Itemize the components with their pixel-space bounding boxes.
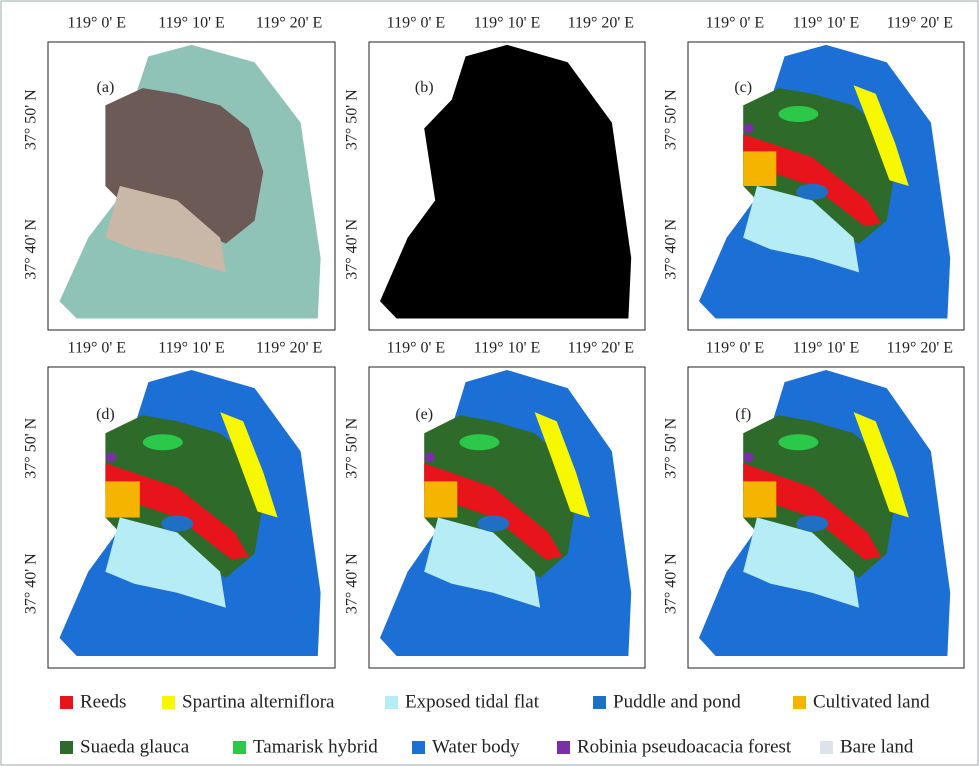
legend-label: Cultivated land bbox=[813, 691, 930, 712]
legend-swatch bbox=[412, 741, 425, 754]
map-panel: (f) 119° 0' E 119° 10' E 119° 20' E 37° 50' … bbox=[663, 340, 964, 668]
map-panel: (d) 119° 0' E 119° 10' E 119° 20' E 37° 50' … bbox=[23, 340, 335, 668]
tamarisk bbox=[778, 434, 818, 450]
robinia bbox=[744, 452, 754, 462]
legend-label: Spartina alterniflora bbox=[182, 691, 335, 712]
panel-label: (a) bbox=[97, 79, 115, 96]
longitude-label: 119° 10' E bbox=[474, 15, 540, 32]
tamarisk bbox=[459, 434, 499, 450]
legend-label: Reeds bbox=[80, 691, 126, 712]
latitude-label: 37° 50' N bbox=[344, 417, 361, 478]
legend-label: Exposed tidal flat bbox=[405, 691, 540, 712]
latitude-label: 37° 40' N bbox=[23, 553, 40, 614]
longitude-label: 119° 10' E bbox=[474, 340, 540, 357]
figure: (a) 119° 0' E 119° 10' E 119° 20' E 37° 50' … bbox=[0, 0, 979, 766]
longitude-label: 119° 10' E bbox=[158, 340, 224, 357]
panel-label: (d) bbox=[96, 406, 115, 423]
panel-label: (c) bbox=[734, 79, 752, 96]
legend-label: Puddle and pond bbox=[613, 691, 741, 712]
legend-label: Water body bbox=[432, 736, 520, 757]
longitude-label: 119° 0' E bbox=[387, 15, 445, 32]
map-panel: (c) 119° 0' E 119° 10' E 119° 20' E 37° 50' … bbox=[663, 15, 964, 330]
longitude-label: 119° 10' E bbox=[793, 340, 859, 357]
latitude-label: 37° 40' N bbox=[344, 553, 361, 614]
longitude-label: 119° 20' E bbox=[887, 340, 953, 357]
cultivated bbox=[424, 481, 457, 517]
longitude-label: 119° 10' E bbox=[793, 15, 859, 32]
pond bbox=[161, 516, 193, 532]
map-panel: (a) 119° 0' E 119° 10' E 119° 20' E 37° 50' … bbox=[23, 15, 335, 330]
latitude-label: 37° 40' N bbox=[663, 219, 680, 280]
legend-label: Robinia pseudoacacia forest bbox=[577, 736, 792, 757]
legend-swatch bbox=[60, 696, 73, 709]
legend-label: Tamarisk hybrid bbox=[253, 736, 378, 757]
panel-label: (f) bbox=[735, 406, 751, 423]
latitude-label: 37° 40' N bbox=[344, 219, 361, 280]
legend-label: Bare land bbox=[840, 736, 914, 757]
latitude-label: 37° 50' N bbox=[663, 417, 680, 478]
robinia bbox=[106, 452, 116, 462]
longitude-label: 119° 0' E bbox=[68, 340, 126, 357]
longitude-label: 119° 20' E bbox=[256, 15, 322, 32]
longitude-label: 119° 0' E bbox=[706, 340, 764, 357]
pond bbox=[477, 516, 509, 532]
legend-swatch bbox=[162, 696, 175, 709]
cultivated bbox=[743, 481, 776, 517]
longitude-label: 119° 0' E bbox=[706, 15, 764, 32]
legend-swatch bbox=[793, 696, 806, 709]
cultivated bbox=[743, 151, 776, 186]
pond bbox=[796, 184, 828, 200]
longitude-label: 119° 20' E bbox=[568, 340, 634, 357]
legend-swatch bbox=[593, 696, 606, 709]
legend-swatch bbox=[385, 696, 398, 709]
longitude-label: 119° 20' E bbox=[568, 15, 634, 32]
panel-label: (b) bbox=[415, 79, 434, 96]
latitude-label: 37° 40' N bbox=[663, 553, 680, 614]
pond bbox=[796, 516, 828, 532]
latitude-label: 37° 50' N bbox=[23, 417, 40, 478]
legend-swatch bbox=[233, 741, 246, 754]
robinia bbox=[744, 123, 754, 133]
latitude-label: 37° 50' N bbox=[344, 89, 361, 150]
tamarisk bbox=[143, 434, 183, 450]
longitude-label: 119° 0' E bbox=[387, 340, 445, 357]
legend-swatch bbox=[820, 741, 833, 754]
map-panel: (e) 119° 0' E 119° 10' E 119° 20' E 37° 50' … bbox=[344, 340, 645, 668]
longitude-label: 119° 0' E bbox=[68, 15, 126, 32]
longitude-label: 119° 10' E bbox=[158, 15, 224, 32]
panel-label: (e) bbox=[415, 406, 433, 423]
legend-swatch bbox=[60, 741, 73, 754]
longitude-label: 119° 20' E bbox=[256, 340, 322, 357]
tamarisk bbox=[778, 106, 818, 122]
map-panel: (b) 119° 0' E 119° 10' E 119° 20' E 37° 50' … bbox=[344, 15, 645, 330]
latitude-label: 37° 50' N bbox=[663, 89, 680, 150]
robinia bbox=[425, 452, 435, 462]
legend-label: Suaeda glauca bbox=[80, 736, 190, 757]
latitude-label: 37° 40' N bbox=[23, 219, 40, 280]
legend-swatch bbox=[557, 741, 570, 754]
cultivated bbox=[105, 481, 139, 517]
latitude-label: 37° 50' N bbox=[23, 89, 40, 150]
longitude-label: 119° 20' E bbox=[887, 15, 953, 32]
